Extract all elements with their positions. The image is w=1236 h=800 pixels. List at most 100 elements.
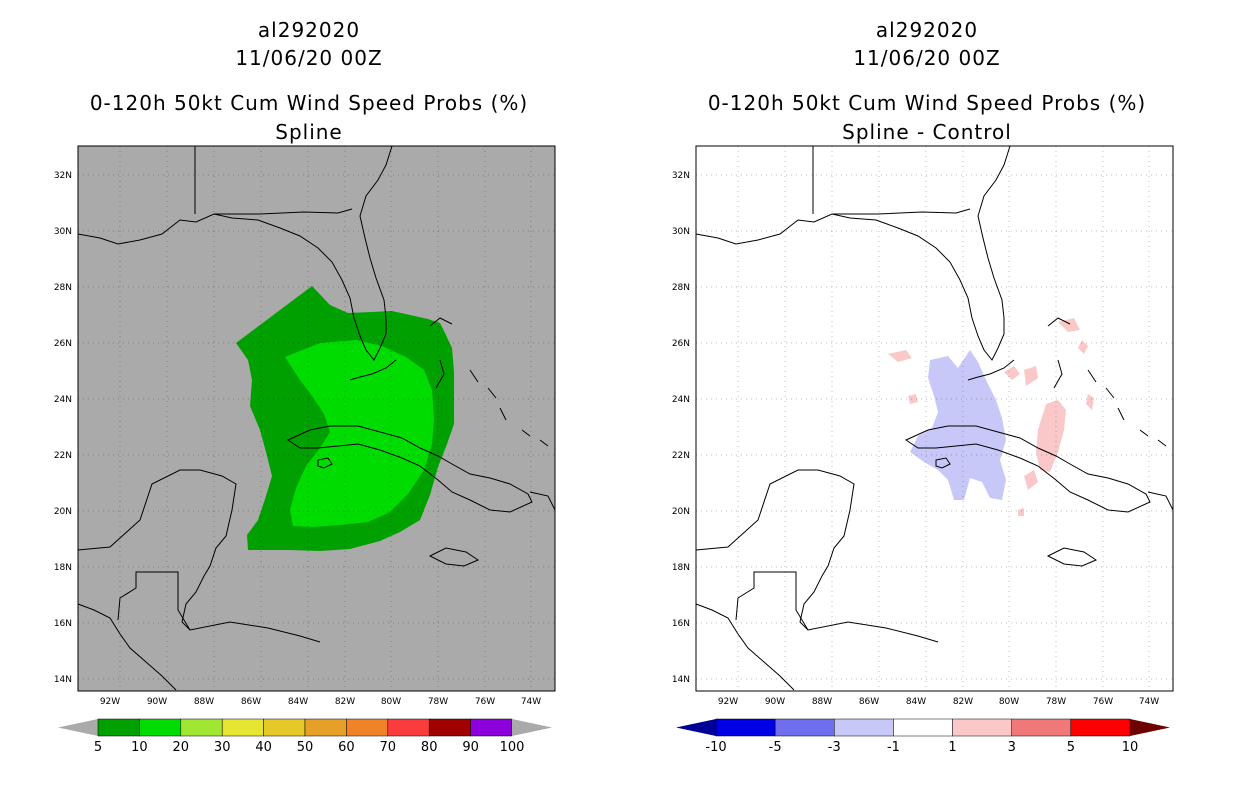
gridlines [78, 146, 555, 691]
colorbar-label: 1 [948, 740, 956, 755]
colorbar-label: 10 [1122, 740, 1139, 755]
colorbar-swatch [387, 718, 430, 737]
colorbar-label: -3 [828, 740, 841, 755]
map-left: 32N 30N 28N 26N 24N 22N 20N 18N 16N 14N … [54, 145, 556, 755]
hispaniola-west [1147, 491, 1174, 511]
lon-label: 84W [906, 697, 926, 707]
lon-label: 80W [999, 697, 1019, 707]
colorbar-swatch [346, 718, 389, 737]
gulf-coast-line [695, 145, 1011, 361]
florida-inland-state-line [812, 146, 971, 215]
bahamas-islands [429, 317, 549, 447]
lon-label: 82W [335, 697, 355, 707]
lon-label: 78W [1046, 697, 1066, 707]
lon-label: 88W [812, 697, 832, 707]
datetime-title: 11/06/20 00Z [853, 46, 1001, 70]
colorbar-under-arrow [58, 719, 98, 736]
lon-label: 86W [241, 697, 261, 707]
colorbar-label: 30 [214, 740, 231, 755]
colorbar-swatch [715, 718, 776, 737]
yucatan-outline [695, 469, 939, 691]
map-background [695, 145, 1174, 692]
colorbar-swatch [834, 718, 894, 737]
lat-label: 20N [672, 507, 690, 517]
colorbar-swatch [221, 718, 264, 737]
bahamas-islands [1047, 317, 1167, 447]
lon-label: 78W [428, 697, 448, 707]
colorbar-swatch [180, 718, 223, 737]
colorbar-swatch [470, 718, 513, 737]
longitude-labels: 92W 90W 88W 86W 84W 82W 80W 78W 76W 74W [100, 697, 541, 707]
cuba-outline [904, 425, 1151, 513]
lat-label: 24N [672, 395, 690, 405]
prob-contour-10-20 [285, 340, 434, 527]
colorbar-left: 5 10 20 30 40 50 60 70 80 90 100 [58, 718, 552, 755]
lat-label: 18N [672, 563, 690, 573]
lat-label: 22N [54, 451, 72, 461]
colorbar-right: -10 -5 -3 -1 1 3 5 10 [676, 718, 1170, 755]
gulf-coast-line [77, 145, 393, 361]
colorbar-label: 3 [1008, 740, 1016, 755]
yucatan-outline [77, 469, 321, 691]
cuba-outline [286, 425, 533, 513]
lon-label: 76W [475, 697, 495, 707]
lon-label: 82W [953, 697, 973, 707]
lat-label: 30N [54, 227, 72, 237]
florida-keys-line [349, 359, 397, 381]
colorbar-label: 40 [255, 740, 272, 755]
colorbar-label: 10 [131, 740, 148, 755]
right-panel: al292020 11/06/20 00Z 0-120h 50kt Cum Wi… [618, 0, 1236, 800]
colorbar-label: 80 [421, 740, 438, 755]
lon-label: 84W [288, 697, 308, 707]
lon-label: 92W [100, 697, 120, 707]
colorbar-swatch [952, 718, 1012, 737]
colorbar-over-arrow [512, 719, 552, 736]
datetime-title: 11/06/20 00Z [235, 46, 383, 70]
colorbar-label: -1 [887, 740, 900, 755]
lat-label: 28N [672, 283, 690, 293]
diff-contour-positive-east [1036, 400, 1066, 472]
lat-label: 26N [54, 339, 72, 349]
map-right: 32N 30N 28N 26N 24N 22N 20N 18N 16N 14N … [672, 145, 1174, 755]
lat-label: 14N [672, 675, 690, 685]
lat-label: 24N [54, 395, 72, 405]
florida-inland-state-line [194, 146, 353, 215]
storm-id-title: al292020 [257, 18, 361, 42]
colorbar-label: -5 [769, 740, 782, 755]
hispaniola-west [529, 491, 556, 511]
lat-label: 20N [54, 507, 72, 517]
lat-label: 22N [672, 451, 690, 461]
isla-de-juventud [317, 457, 333, 469]
lon-label: 74W [521, 697, 541, 707]
subtitle: Spline - Control [842, 120, 1012, 144]
gridlines [696, 146, 1173, 691]
colorbar-swatch [139, 718, 182, 737]
colorbar-label: 5 [1067, 740, 1075, 755]
colorbar-under-arrow [676, 719, 716, 736]
lon-label: 90W [765, 697, 785, 707]
coastlines [77, 145, 556, 691]
lon-label: 76W [1093, 697, 1113, 707]
lat-label: 18N [54, 563, 72, 573]
lat-label: 30N [672, 227, 690, 237]
colorbar-label: 5 [94, 740, 102, 755]
jamaica-outline [428, 547, 480, 567]
lat-label: 16N [54, 619, 72, 629]
coastlines [695, 145, 1174, 691]
colorbar-swatch [263, 718, 306, 737]
colorbar-swatch [97, 718, 140, 737]
colorbar-swatch [428, 718, 471, 737]
colorbar-label: 60 [338, 740, 355, 755]
product-title: 0-120h 50kt Cum Wind Speed Probs (%) [707, 91, 1147, 115]
colorbar-swatch [1011, 718, 1072, 737]
storm-id-title: al292020 [875, 18, 979, 42]
colorbar-swatch [304, 718, 347, 737]
colorbar-swatch [893, 718, 953, 737]
florida-keys-line [967, 359, 1015, 381]
isla-de-juventud [935, 457, 951, 469]
colorbar-label: 100 [500, 740, 525, 755]
lon-label: 92W [718, 697, 738, 707]
lat-label: 14N [54, 675, 72, 685]
colorbar-label: 90 [462, 740, 479, 755]
lon-label: 88W [194, 697, 214, 707]
